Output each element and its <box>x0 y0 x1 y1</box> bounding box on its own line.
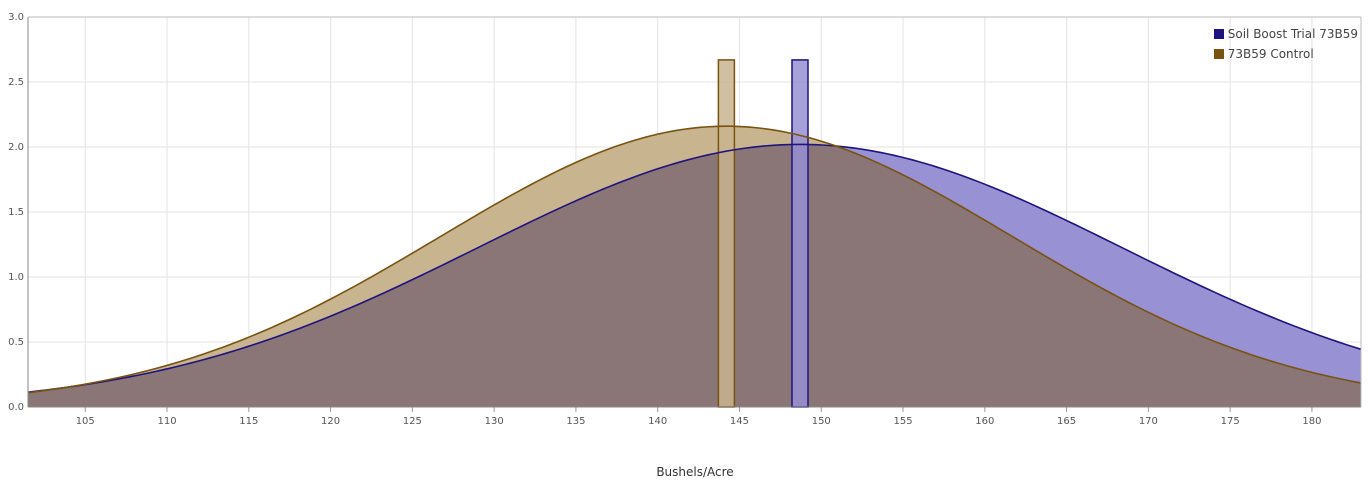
line-control[interactable] <box>27 125 1362 394</box>
x-tick-label: 120 <box>321 416 340 427</box>
x-tick-label: 135 <box>566 416 585 427</box>
x-tick-label: 115 <box>239 416 258 427</box>
x-tick-label: 140 <box>648 416 667 427</box>
x-tick-label: 165 <box>1057 416 1076 427</box>
legend-swatch-trial <box>1213 29 1224 39</box>
x-tick-label: 180 <box>1302 416 1321 427</box>
axes <box>27 16 1362 412</box>
y-tick-label: 1.5 <box>8 207 24 218</box>
x-tick-label: 105 <box>76 416 95 427</box>
y-tick-label: 1.0 <box>8 272 24 283</box>
legend-swatch-control <box>1213 49 1224 59</box>
mean-bar-control[interactable] <box>717 59 736 408</box>
x-tick-label: 110 <box>157 416 176 427</box>
y-tick-label: 0.5 <box>8 337 24 348</box>
legend: Soil Boost Trial 73B59 73B59 Control <box>1213 24 1358 64</box>
x-axis-title: Bushels/Acre <box>656 465 733 479</box>
area-overlap <box>28 144 1361 407</box>
y-tick-labels: 0.0 0.5 1.0 1.5 2.0 2.5 3.0 <box>8 12 24 413</box>
x-tick-label: 145 <box>730 416 749 427</box>
x-tick-label: 125 <box>403 416 422 427</box>
mean-bar-trial[interactable] <box>791 59 809 408</box>
x-tick-label: 130 <box>485 416 504 427</box>
y-tick-label: 3.0 <box>8 12 24 23</box>
legend-item-control[interactable]: 73B59 Control <box>1213 44 1358 64</box>
x-tick-label: 170 <box>1139 416 1158 427</box>
y-tick-label: 2.5 <box>8 77 24 88</box>
x-tick-label: 150 <box>812 416 831 427</box>
y-tick-label: 0.0 <box>8 402 24 413</box>
legend-label-trial: Soil Boost Trial 73B59 <box>1227 27 1358 41</box>
x-tick-labels: 105 110 115 120 125 130 135 140 145 150 155 160 165 1… <box>76 416 1322 427</box>
area-layer <box>27 59 1362 408</box>
x-tick-label: 175 <box>1221 416 1240 427</box>
y-tick-label: 2.0 <box>8 142 24 153</box>
legend-label-control: 73B59 Control <box>1227 47 1314 61</box>
line-trial[interactable] <box>27 143 1362 393</box>
x-tick-label: 155 <box>893 416 912 427</box>
legend-item-trial[interactable]: Soil Boost Trial 73B59 <box>1213 24 1358 44</box>
x-tick-label: 160 <box>975 416 994 427</box>
